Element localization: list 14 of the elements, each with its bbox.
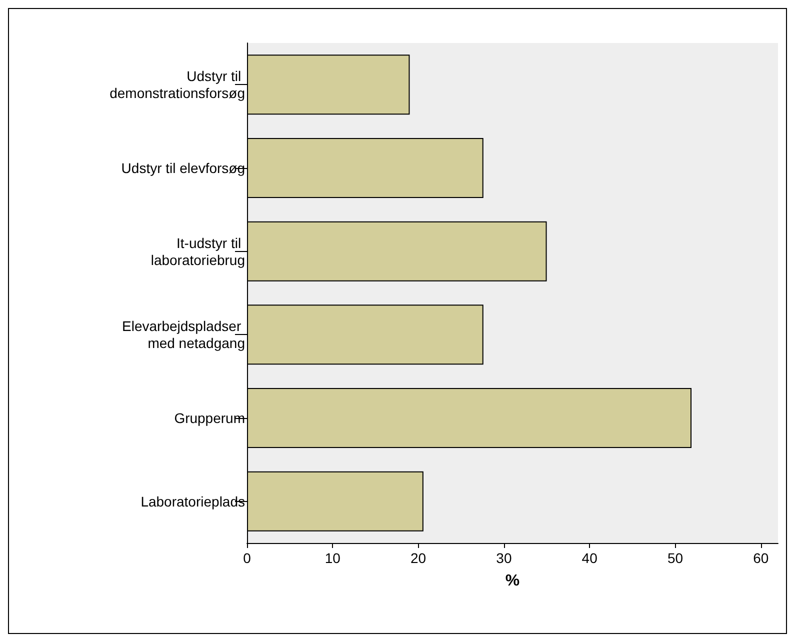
y-tick-label: Laboratorieplads: [140, 493, 245, 510]
y-tick-label: Udstyr til demonstrationsforsøg: [110, 68, 245, 102]
x-axis-title: %: [505, 572, 520, 590]
x-tick-label: 10: [324, 550, 341, 566]
x-tick-label: 60: [753, 550, 769, 566]
y-tick-label: It-udstyr til laboratoriebrug: [150, 234, 245, 268]
x-tick-label: 40: [582, 550, 598, 566]
x-tick-label: 50: [667, 550, 684, 566]
x-tick-label: 30: [496, 550, 512, 566]
y-tick-label: Udstyr til elevforsøg: [121, 160, 245, 176]
y-tick-label: Elevarbejdspladser med netadgang: [122, 318, 245, 352]
y-tick-label: Grupperum: [174, 410, 245, 426]
x-tick-label: 0: [243, 550, 252, 566]
x-tick-label: 20: [410, 550, 426, 566]
